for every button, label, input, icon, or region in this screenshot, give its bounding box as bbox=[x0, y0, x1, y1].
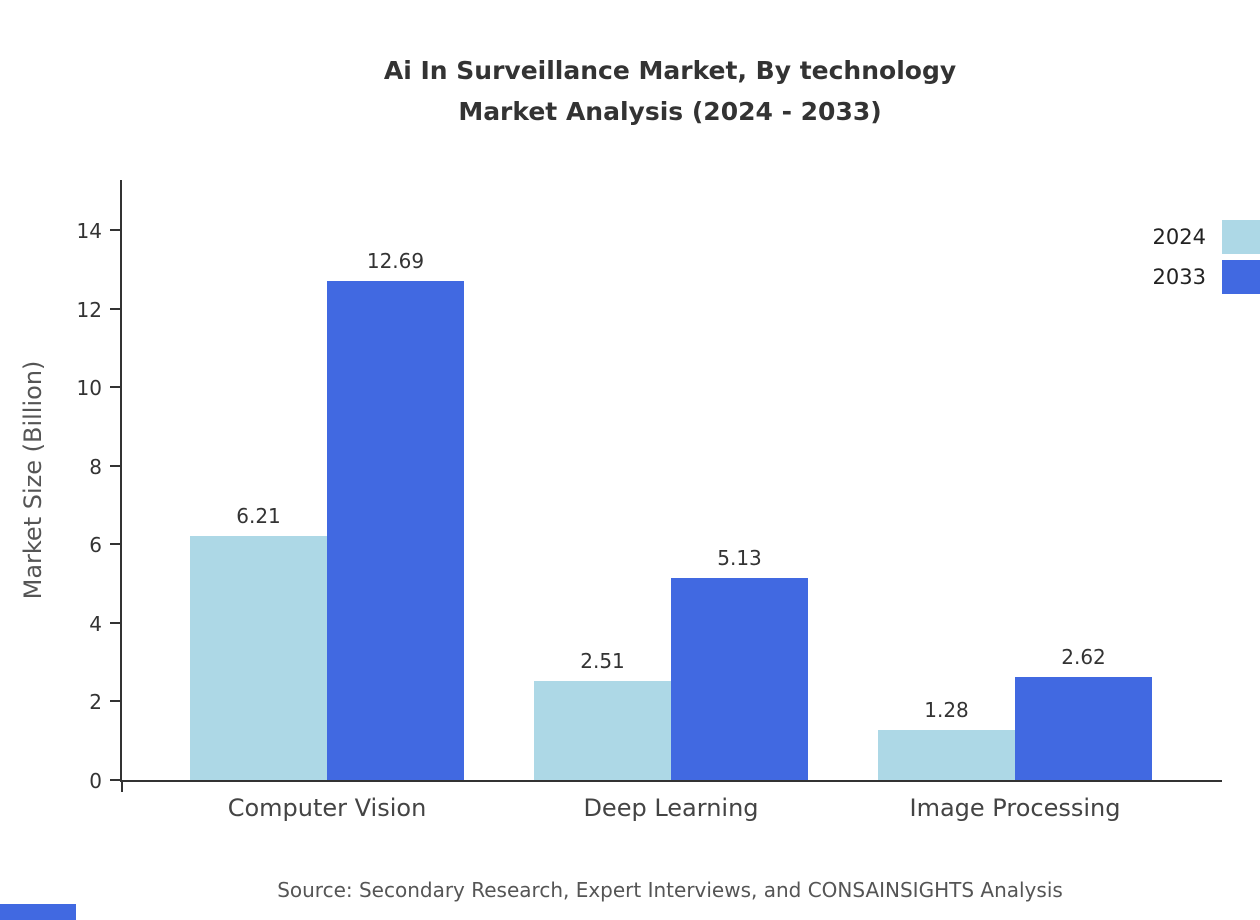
x-tick-mark bbox=[121, 782, 123, 792]
x-category-label-computer-vision: Computer Vision bbox=[227, 794, 427, 822]
legend-label-2024: 2024 bbox=[1152, 225, 1206, 249]
y-tick-mark bbox=[110, 779, 120, 781]
value-label-2033-deep-learning: 5.13 bbox=[717, 546, 762, 571]
value-label-2033-image-processing: 2.62 bbox=[1061, 645, 1106, 670]
x-category-label-deep-learning: Deep Learning bbox=[583, 794, 759, 822]
y-tick-mark bbox=[110, 700, 120, 703]
legend-label-2033: 2033 bbox=[1152, 265, 1206, 289]
y-tick-mark bbox=[110, 621, 120, 624]
chart-title-line1: Ai In Surveillance Market, By technology bbox=[383, 56, 957, 85]
y-tick-mark bbox=[110, 307, 120, 310]
legend-item-2024: 2024 bbox=[1153, 220, 1260, 254]
bar-2033-computer-vision bbox=[327, 281, 464, 780]
legend-swatch-2024 bbox=[1222, 220, 1260, 254]
legend-swatch-2033 bbox=[1222, 260, 1260, 294]
y-tick-label: 6 bbox=[89, 533, 102, 558]
legend: 2024 2033 bbox=[1153, 220, 1260, 294]
y-tick-label: 4 bbox=[89, 611, 102, 636]
plot-area: 0 2 4 6 8 10 12 14 6.21 12.69 Computer Vision 2.51 5… bbox=[77, 180, 1222, 822]
value-label-2024-deep-learning: 2.51 bbox=[580, 649, 625, 674]
value-label-2033-computer-vision: 12.69 bbox=[366, 249, 425, 274]
y-tick-label: 12 bbox=[76, 297, 102, 322]
y-tick-label: 10 bbox=[76, 376, 102, 401]
brand-bar bbox=[0, 904, 76, 920]
source-text: Source: Secondary Research, Expert Inter… bbox=[277, 878, 1063, 902]
legend-item-2033: 2033 bbox=[1153, 260, 1260, 294]
chart-title-line2: Market Analysis (2024 - 2033) bbox=[458, 97, 882, 126]
y-tick-mark bbox=[110, 543, 120, 546]
bar-2024-deep-learning bbox=[534, 681, 671, 780]
y-tick-mark bbox=[110, 229, 120, 231]
bar-2033-image-processing bbox=[1015, 677, 1152, 780]
bar-2033-deep-learning bbox=[671, 578, 808, 780]
y-axis-label: Market Size (Billion) bbox=[19, 360, 47, 600]
y-tick-label: 2 bbox=[89, 690, 102, 715]
y-tick-label: 14 bbox=[76, 219, 102, 243]
y-tick-mark bbox=[110, 464, 120, 467]
value-label-2024-computer-vision: 6.21 bbox=[236, 504, 281, 529]
bar-2024-image-processing bbox=[878, 729, 1015, 780]
chart-title: Ai In Surveillance Market, By technology… bbox=[120, 50, 1220, 132]
y-tick-label: 0 bbox=[89, 769, 102, 793]
y-tick-label: 8 bbox=[89, 454, 102, 479]
value-label-2024-image-processing: 1.28 bbox=[924, 697, 969, 722]
x-category-label-image-processing: Image Processing bbox=[909, 794, 1121, 822]
y-tick-mark bbox=[110, 386, 120, 389]
bar-2024-computer-vision bbox=[190, 536, 327, 780]
